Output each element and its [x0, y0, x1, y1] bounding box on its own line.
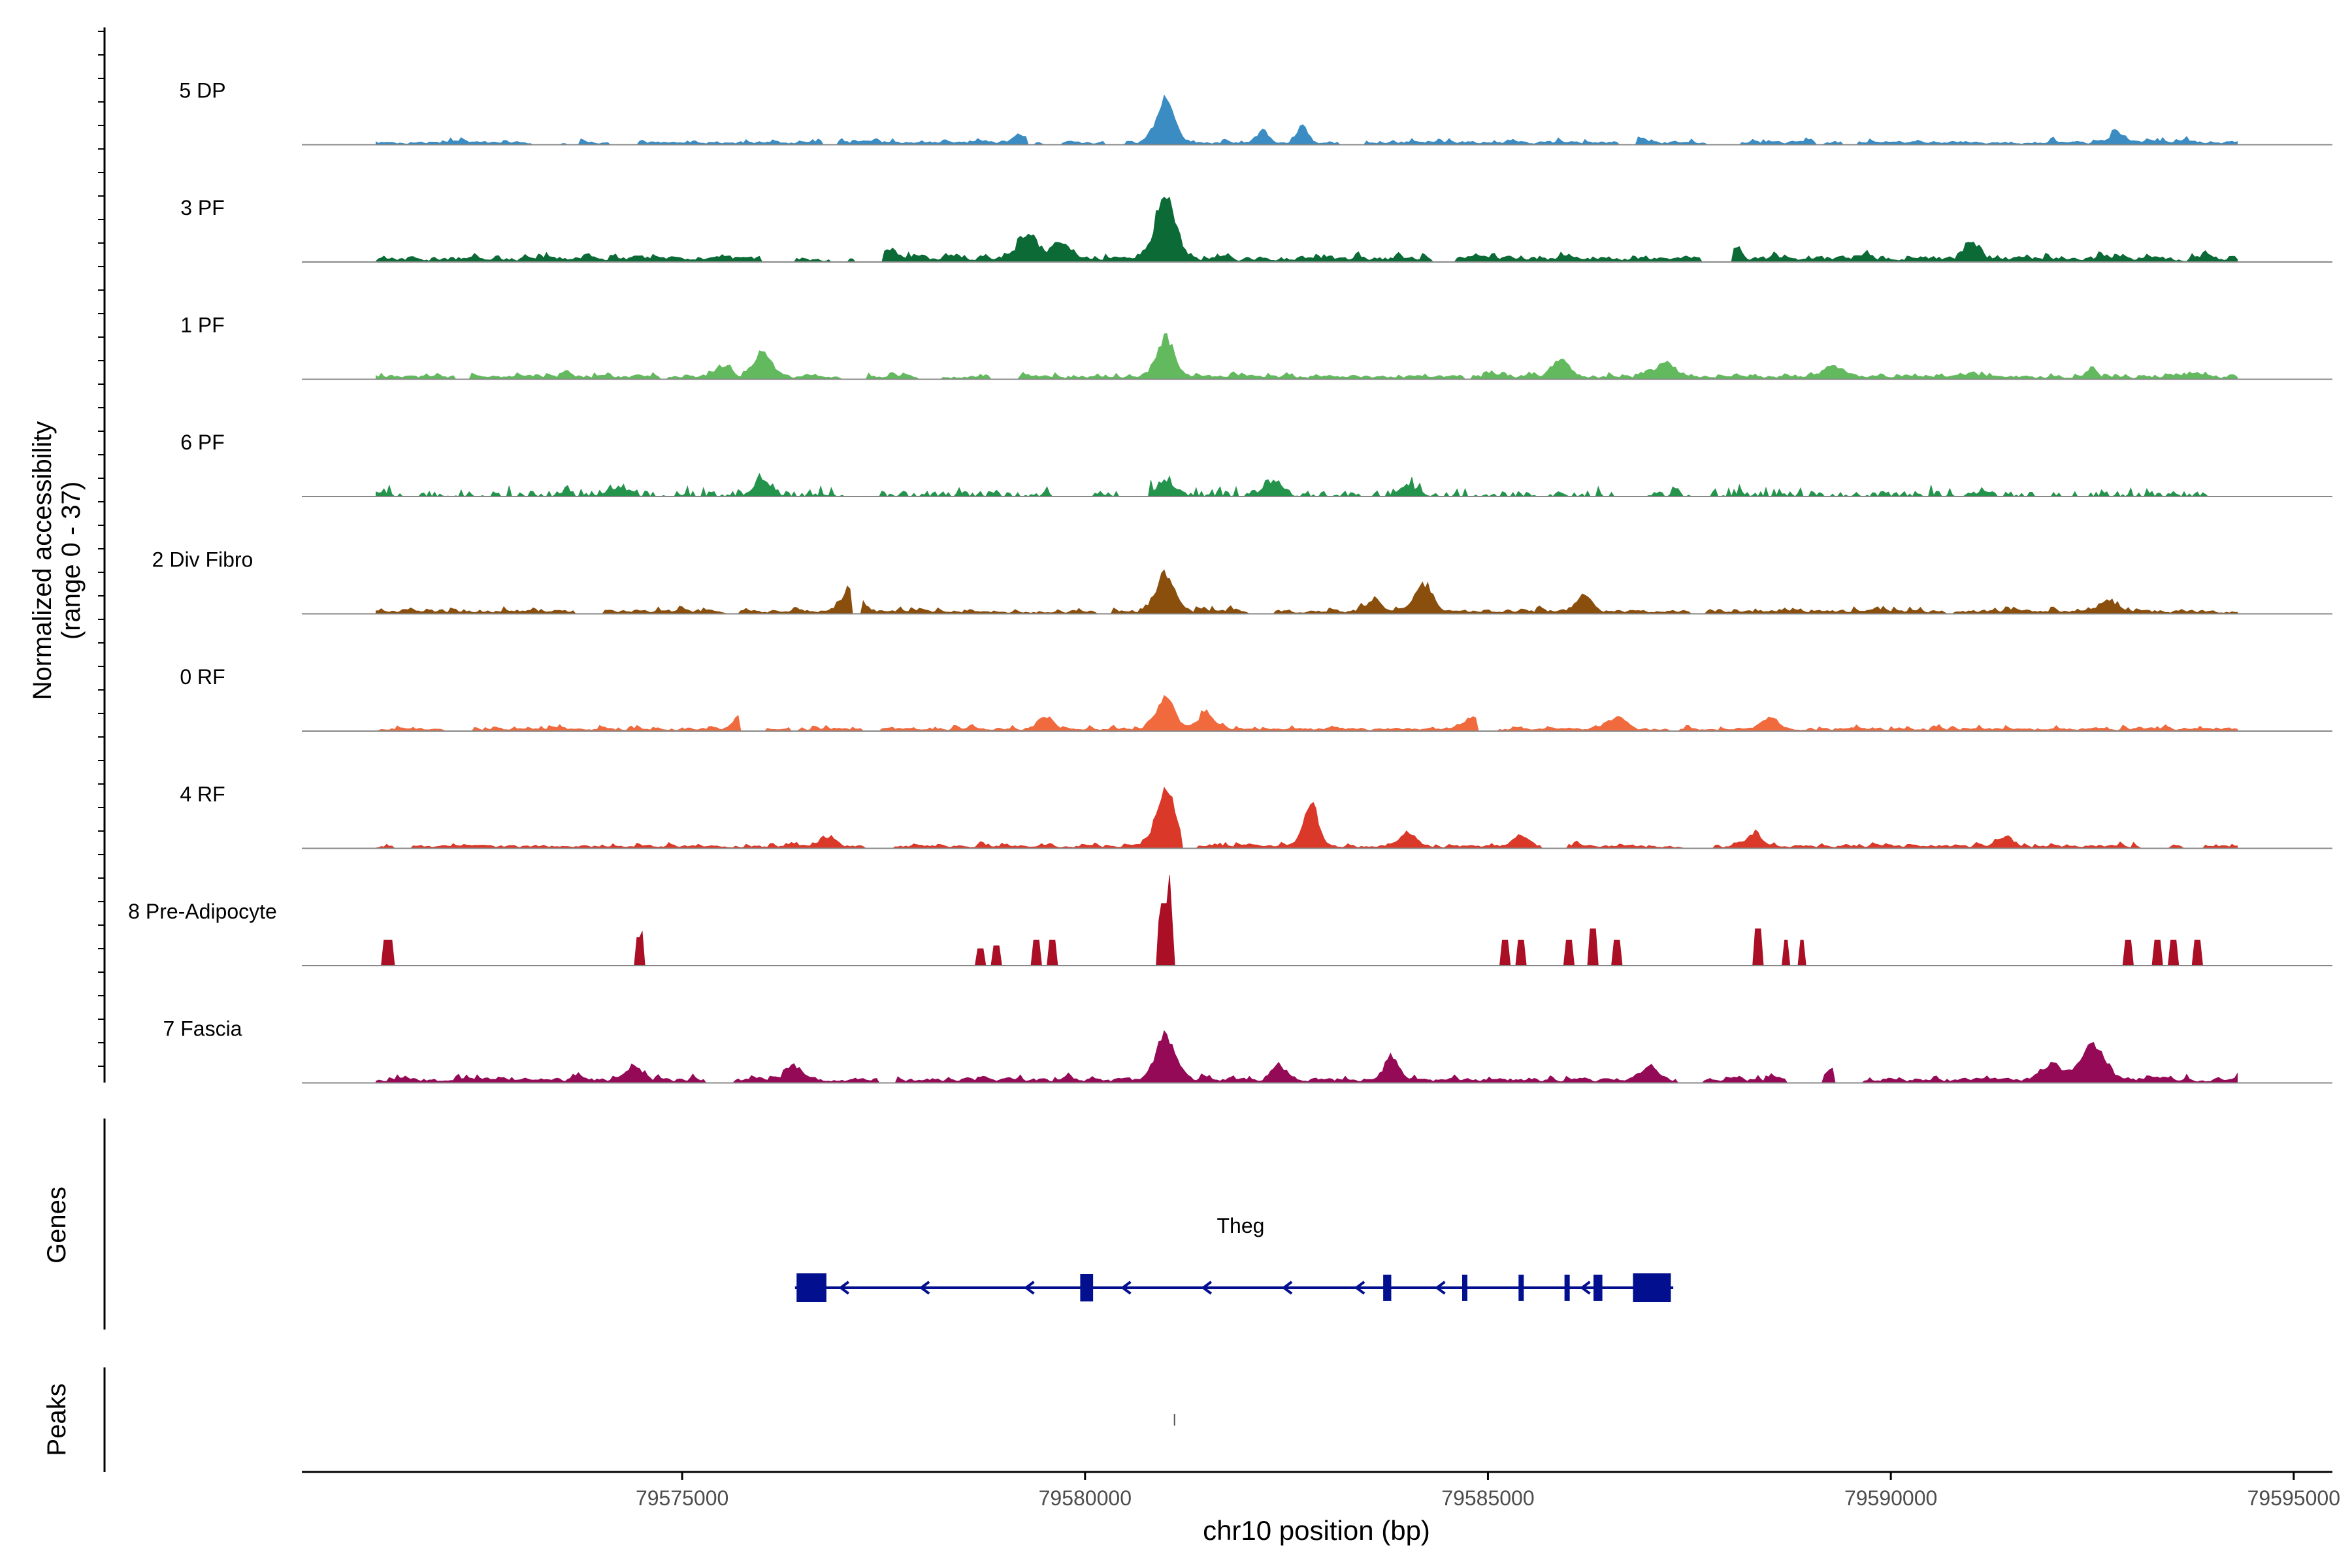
track-2-div-fibro: 2 Div Fibro [152, 548, 2332, 615]
peaks-panel-label: Peaks [42, 1383, 71, 1456]
gene-strand-arrow [1201, 1281, 1212, 1295]
track-area [376, 875, 2238, 966]
gene-strand-arrow [1435, 1281, 1446, 1295]
x-tick-label: 79585000 [1441, 1486, 1534, 1510]
track-3-pf: 3 PF [180, 196, 2332, 263]
tracks-layer: 5 DP 3 PF 1 PF 6 PF 2 Div Fibro 0 RF 4 RF 8 Pre… [128, 79, 2332, 1084]
x-tick-label: 79595000 [2247, 1486, 2340, 1510]
track-6-pf: 6 PF [180, 431, 2332, 498]
track-label: 2 Div Fibro [152, 548, 253, 572]
gene-exon [796, 1273, 826, 1302]
gene-exon [1564, 1275, 1570, 1301]
gene-strand-arrow [1024, 1281, 1035, 1295]
gene-exon [1462, 1275, 1467, 1301]
y-axis-title: Normalized accessibility [28, 421, 57, 700]
track-label: 7 Fascia [163, 1017, 242, 1041]
gene-strand-arrow [1281, 1281, 1293, 1295]
track-area [376, 569, 2238, 614]
gene-exon [1518, 1275, 1524, 1301]
track-label: 6 PF [180, 431, 225, 454]
gene-track: Theg [794, 1214, 1674, 1302]
track-7-fascia: 7 Fascia [163, 1017, 2332, 1084]
x-tick-label: 79575000 [636, 1486, 728, 1510]
track-0-rf: 0 RF [180, 665, 2332, 732]
track-area [376, 787, 2238, 849]
track-area [376, 333, 2238, 380]
track-4-rf: 4 RF [180, 783, 2332, 849]
track-label: 3 PF [180, 196, 225, 220]
track-area [376, 472, 2238, 498]
track-label: 4 RF [180, 783, 225, 806]
x-axis-title: chr10 position (bp) [1203, 1515, 1430, 1546]
track-area [376, 694, 2238, 732]
y-axis-range: (range 0 - 37) [57, 482, 86, 640]
x-tick-label: 79590000 [1844, 1486, 1937, 1510]
gene-exon [1633, 1273, 1671, 1302]
track-label: 5 DP [179, 79, 225, 103]
genes-panel-label: Genes [42, 1186, 71, 1264]
track-1-pf: 1 PF [180, 314, 2332, 380]
track-area [376, 197, 2238, 263]
gene-strand-arrow [1580, 1281, 1591, 1295]
gene-strand-arrow [1120, 1281, 1132, 1295]
track-label: 0 RF [180, 665, 225, 689]
x-tick-label: 79580000 [1039, 1486, 1132, 1510]
gene-strand-arrow [919, 1281, 930, 1295]
gene-strand-arrow [1354, 1281, 1365, 1295]
x-axis: 79575000 79580000 79585000 79590000 79595000 [302, 1471, 2340, 1510]
track-5-dp: 5 DP [179, 79, 2332, 146]
track-area [376, 1030, 2238, 1083]
track-label: 8 Pre-Adipocyte [128, 900, 277, 923]
track-8-pre-adipocyte: 8 Pre-Adipocyte [128, 875, 2332, 966]
track-label: 1 PF [180, 314, 225, 337]
gene-strand-arrow [838, 1281, 849, 1295]
gene-name: Theg [1217, 1214, 1264, 1237]
coverage-y-ticks [98, 31, 105, 1067]
gene-exon [1383, 1275, 1392, 1301]
gene-exon [1593, 1275, 1603, 1301]
gene-exon [1080, 1274, 1094, 1301]
track-area [376, 94, 2238, 145]
